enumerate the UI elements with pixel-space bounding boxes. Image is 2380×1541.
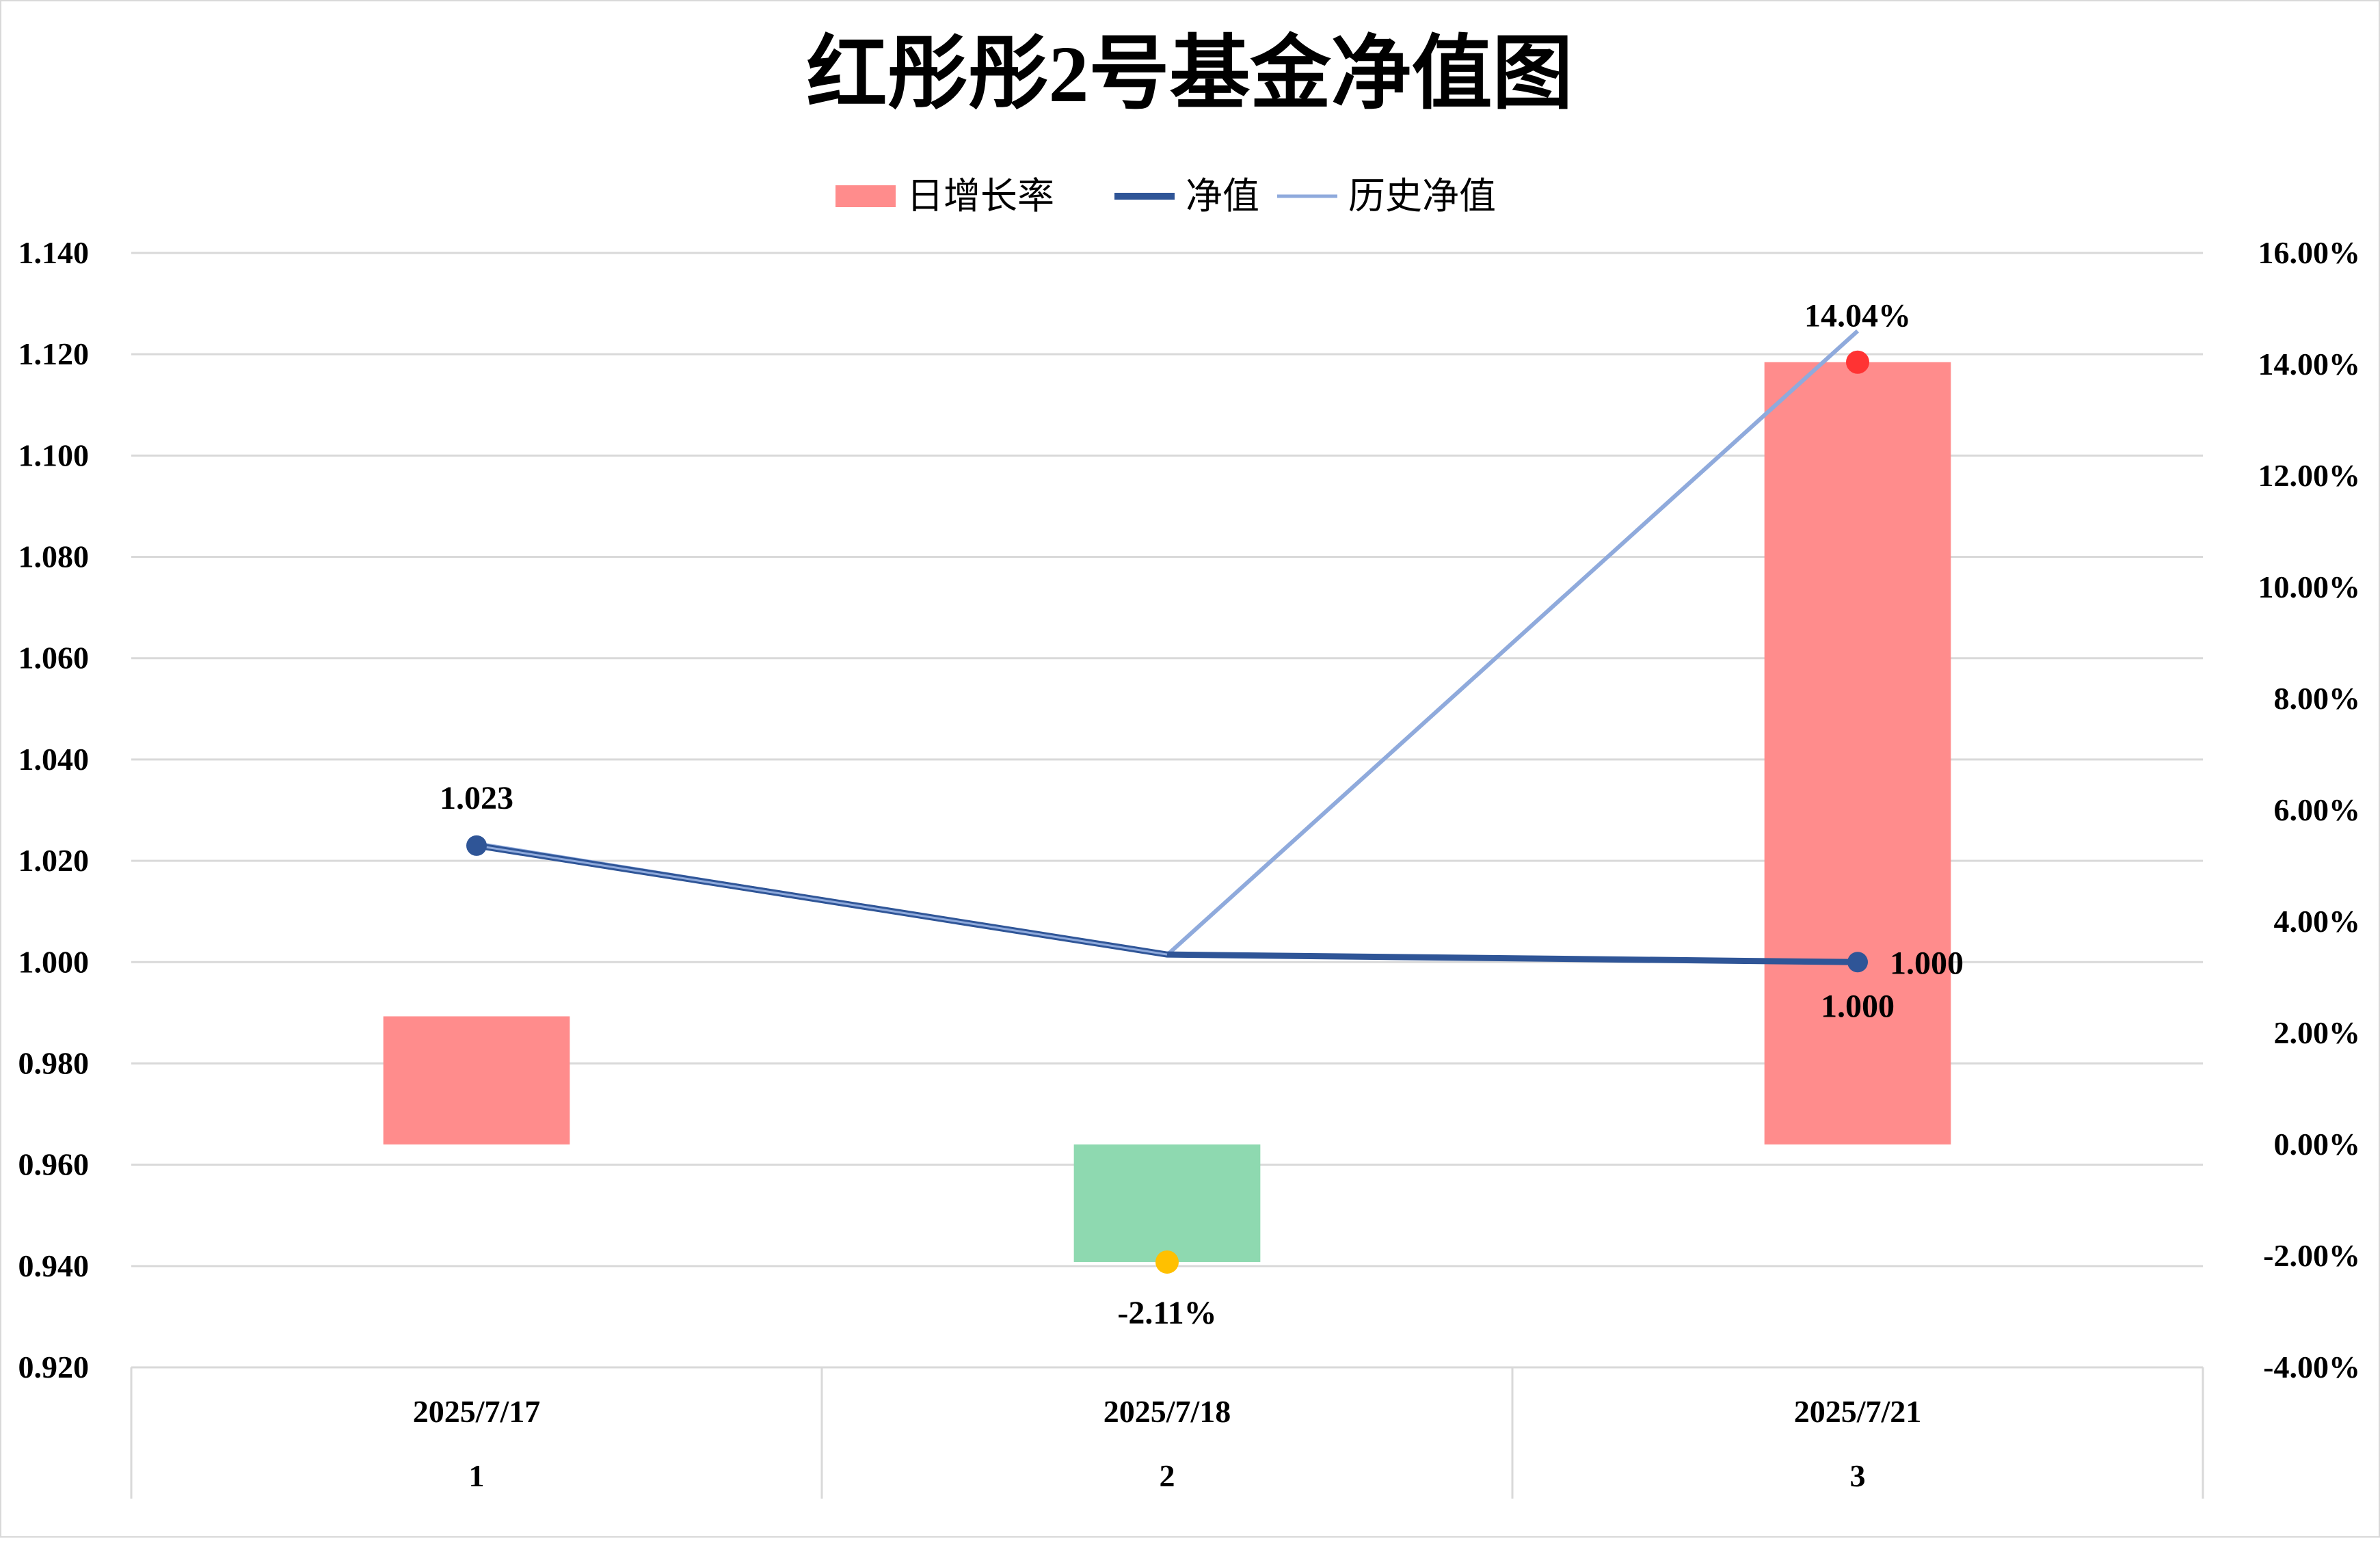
line-series: [466, 329, 1869, 1274]
growth-rate-data-label: 14.04%: [1804, 298, 1911, 334]
nav-line-highlight: [476, 844, 1168, 956]
nav-data-label: 1.023: [440, 780, 513, 816]
left-axis-tick-label: 1.000: [18, 944, 90, 979]
left-y-axis: 0.920 0.940 0.960 0.980 1.000 1.020 1.040 1.060…: [18, 235, 90, 1384]
x-axis-index-label: 1: [469, 1458, 485, 1493]
left-axis-tick-label: 0.960: [18, 1147, 90, 1182]
left-axis-tick-label: 1.060: [18, 641, 90, 675]
x-axis-date-label: 2025/7/18: [1104, 1394, 1231, 1429]
growth-rate-bar: [383, 1016, 570, 1144]
right-axis-tick-label: 2.00%: [2274, 1015, 2361, 1050]
right-axis-tick-label: -4.00%: [2263, 1350, 2360, 1384]
growth-rate-bar: [1764, 362, 1951, 1144]
legend-label: 日增长率: [907, 176, 1054, 217]
nav-marker: [466, 835, 487, 856]
legend: 日增长率 净值 历史净值: [835, 176, 1496, 217]
growth-rate-data-label: -2.11%: [1117, 1295, 1216, 1331]
nav-data-label: 1.000: [1890, 945, 1964, 981]
x-axis-index-label: 3: [1850, 1458, 1866, 1493]
right-axis-tick-label: 12.00%: [2258, 458, 2361, 493]
left-axis-tick-label: 1.140: [18, 235, 90, 270]
left-axis-tick-label: 0.920: [18, 1350, 90, 1384]
left-axis-tick-label: 1.020: [18, 843, 90, 878]
legend-label: 净值: [1186, 176, 1259, 217]
right-y-axis: -4.00% -2.00% 0.00% 2.00% 4.00% 6.00% 8.00% 10.…: [2258, 235, 2361, 1384]
nav-marker: [1847, 952, 1868, 973]
x-axis-date-label: 2025/7/17: [413, 1394, 541, 1429]
growth-rate-bar: [1073, 1144, 1261, 1262]
data-labels: 1.023 1.000 1.000 -2.11% 14.04%: [440, 298, 1964, 1331]
left-axis-tick-label: 1.120: [18, 336, 90, 371]
right-axis-tick-label: 6.00%: [2274, 792, 2361, 827]
right-axis-tick-label: 10.00%: [2258, 570, 2361, 604]
right-axis-tick-label: 0.00%: [2274, 1127, 2361, 1162]
growth-rate-marker: [1846, 350, 1869, 374]
history-nav-data-label: 1.000: [1821, 988, 1895, 1024]
left-axis-tick-label: 1.040: [18, 742, 90, 777]
x-axis: 2025/7/17 1 2025/7/18 2 2025/7/21 3: [130, 1366, 2204, 1499]
bar-series: [383, 362, 1951, 1262]
growth-rate-marker: [1155, 1250, 1179, 1274]
right-axis-tick-label: 14.00%: [2258, 347, 2361, 381]
x-axis-date-label: 2025/7/21: [1794, 1394, 1922, 1429]
left-axis-tick-label: 0.980: [18, 1045, 90, 1080]
legend-label: 历史净值: [1348, 176, 1496, 217]
chart-title: 红彤彤2号基金净值图: [806, 29, 1573, 119]
right-axis-tick-label: 4.00%: [2274, 904, 2361, 939]
left-axis-tick-label: 1.080: [18, 539, 90, 574]
left-axis-tick-label: 0.940: [18, 1248, 90, 1283]
right-axis-tick-label: 8.00%: [2274, 681, 2361, 716]
x-axis-index-label: 2: [1160, 1458, 1175, 1493]
legend-swatch-bar: [835, 185, 896, 207]
right-axis-tick-label: 16.00%: [2258, 235, 2361, 270]
right-axis-tick-label: -2.00%: [2263, 1238, 2360, 1273]
left-axis-tick-label: 1.100: [18, 438, 90, 472]
